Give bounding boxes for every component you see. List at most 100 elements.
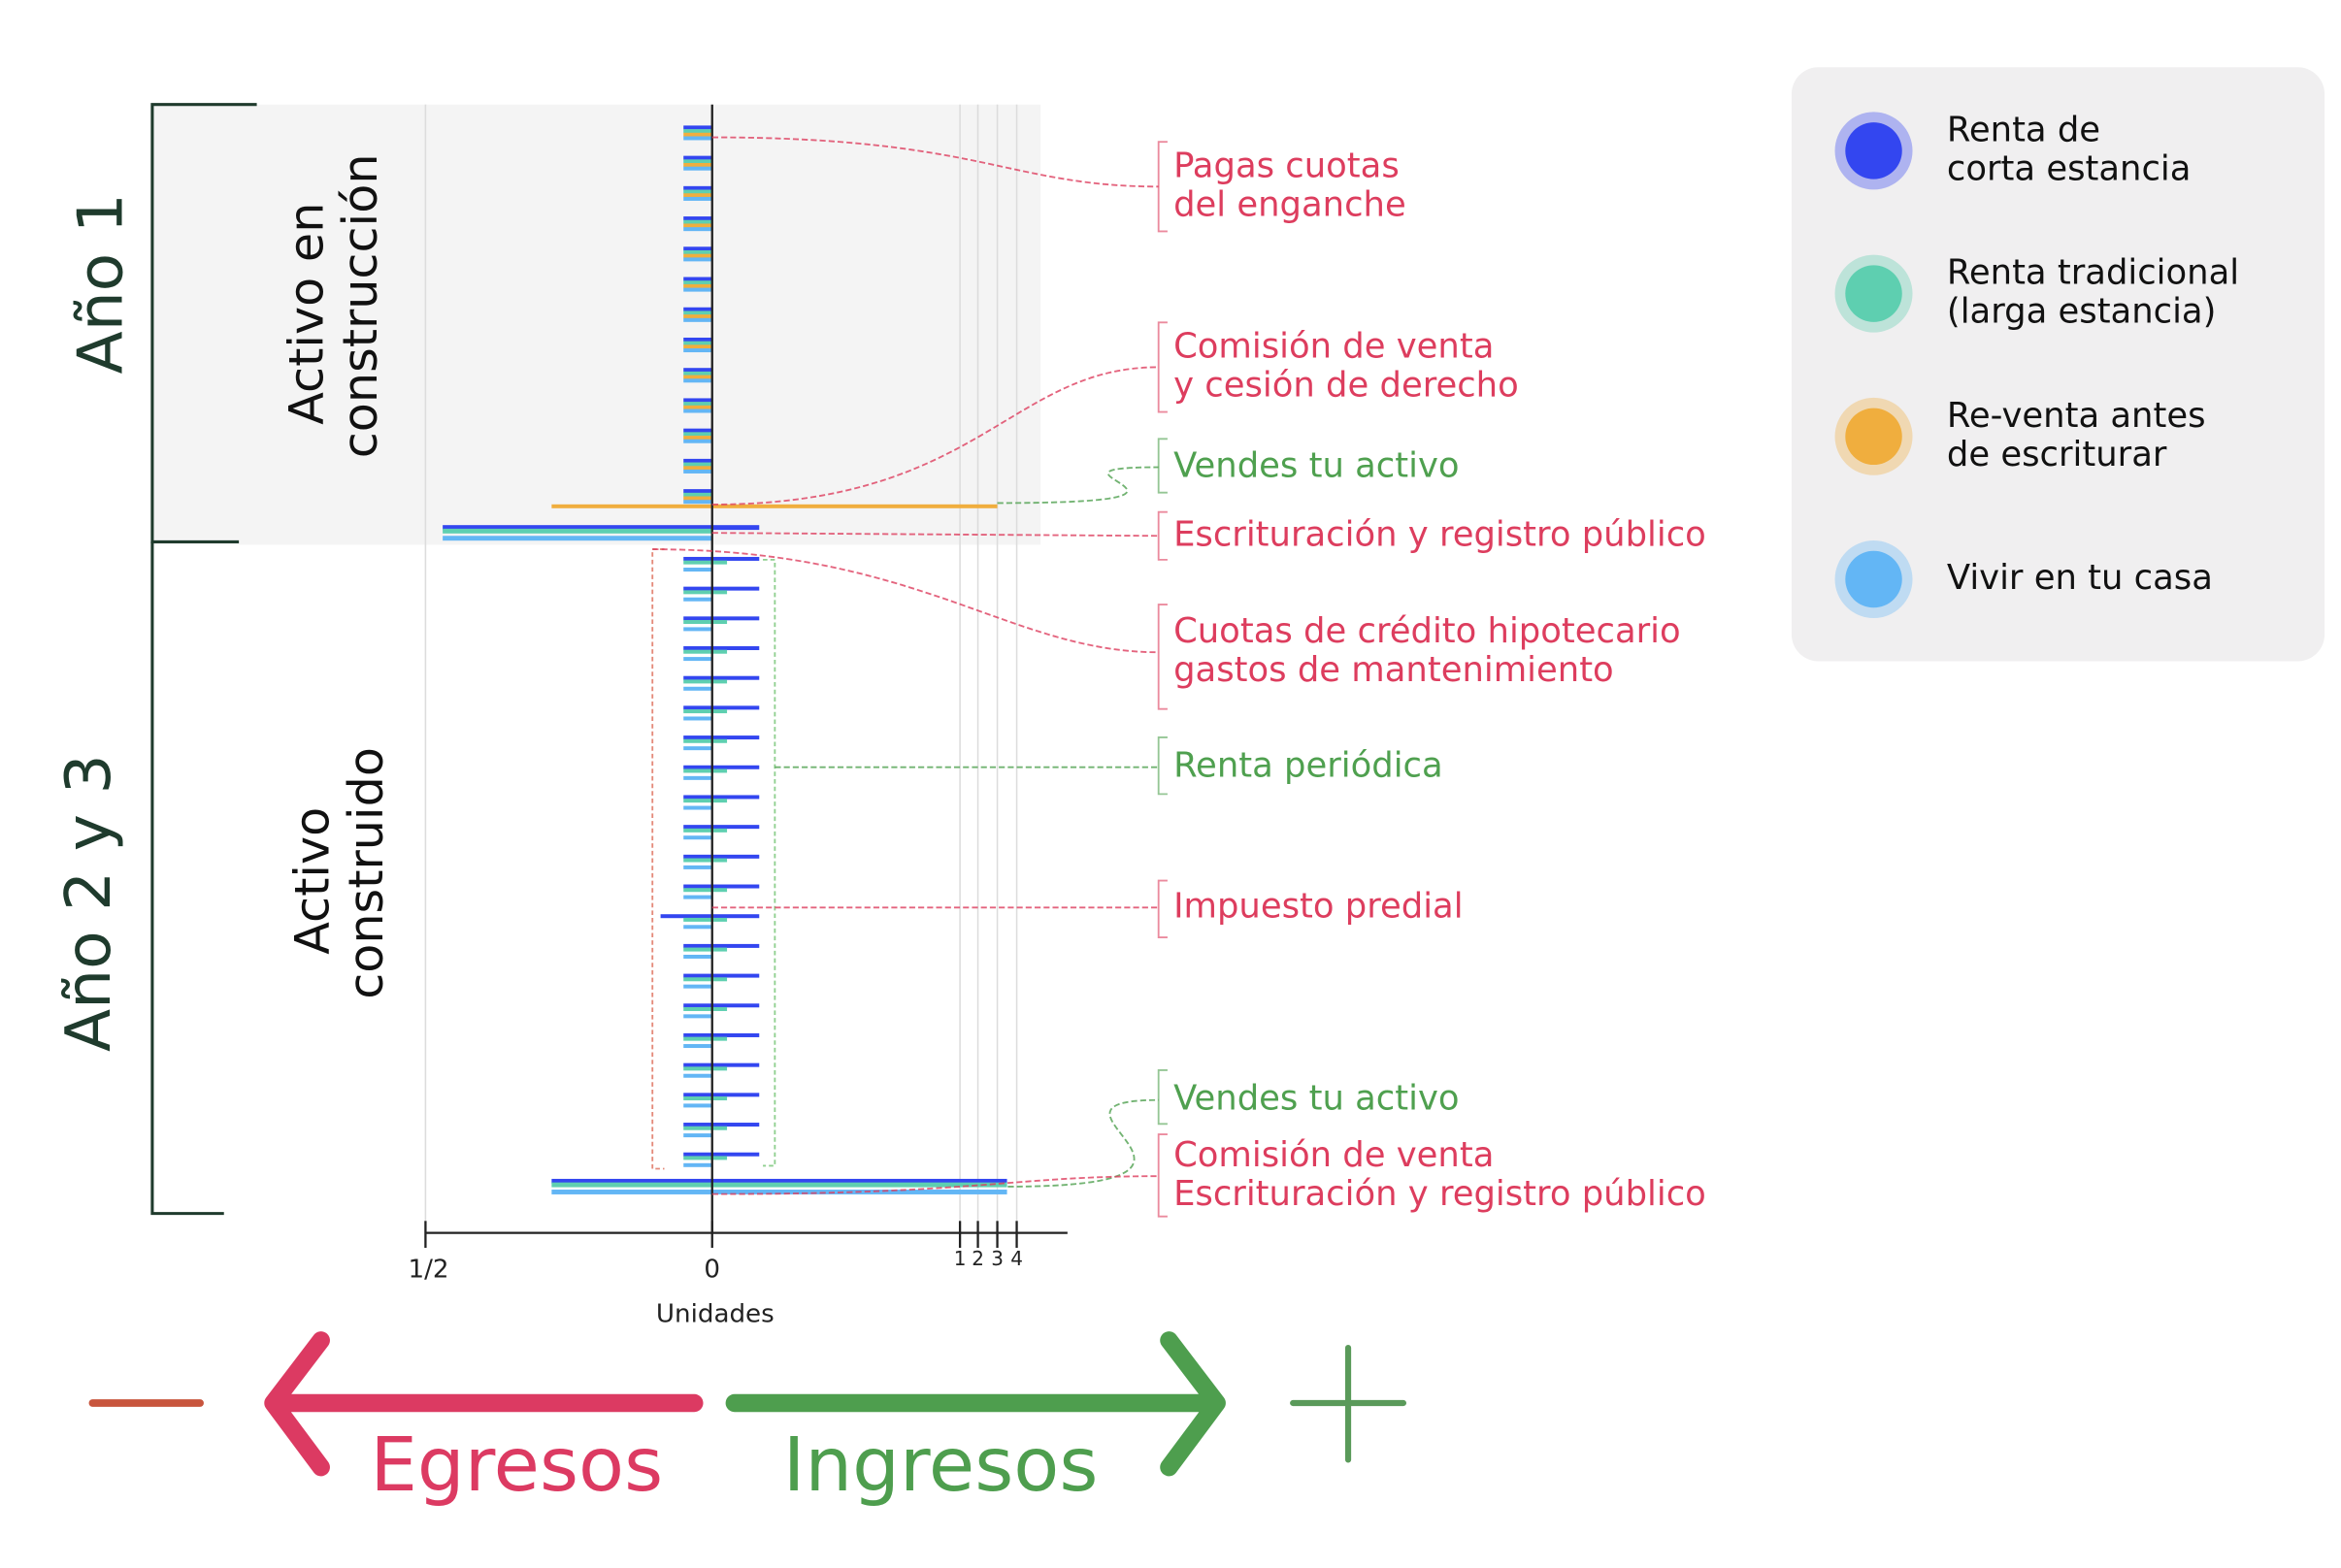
bar [683, 163, 712, 168]
bar [683, 223, 712, 228]
x-tick-label: 1/2 [408, 1256, 448, 1285]
bar [711, 1156, 728, 1160]
bar [683, 189, 712, 194]
bar [683, 620, 712, 625]
annotation-text: Escrituración y registro público [1173, 1174, 1706, 1214]
phase-label: Activo construido [283, 747, 393, 999]
callout-bracket [1157, 510, 1168, 561]
bar [683, 136, 712, 141]
bar [683, 947, 712, 952]
callout-bracket [1157, 1133, 1168, 1218]
bar [711, 795, 760, 800]
bar [683, 888, 712, 893]
bar [711, 1032, 760, 1037]
bar [711, 799, 728, 803]
bar [711, 1178, 1007, 1184]
callout-line [711, 532, 1159, 538]
bar [711, 705, 760, 710]
bar [683, 496, 712, 501]
bar [683, 129, 712, 134]
bar [683, 398, 712, 403]
bar [683, 627, 712, 632]
bar [683, 1003, 712, 1008]
bar [683, 469, 712, 474]
legend-label: de escriturar [1947, 435, 2167, 474]
bar [683, 646, 712, 651]
bar [683, 368, 712, 373]
bar [683, 341, 712, 345]
annotation-text: Escrituración y registro público [1173, 514, 1706, 554]
bar [711, 858, 728, 863]
callout-line [652, 548, 1159, 654]
bar [683, 716, 712, 721]
bar [683, 884, 712, 889]
x-tick-label: 0 [704, 1256, 720, 1285]
bar [711, 828, 728, 833]
bar [683, 1096, 712, 1101]
bar [683, 439, 712, 443]
bar [683, 560, 712, 565]
bar [711, 1036, 728, 1041]
callout-bracket [1157, 736, 1168, 796]
bar [551, 1178, 712, 1184]
callout-bracket [1157, 438, 1168, 494]
x-tick-label: 2 [972, 1247, 984, 1270]
bar [683, 1066, 712, 1071]
bar [711, 590, 728, 595]
bar [711, 1093, 760, 1097]
bar [711, 525, 760, 531]
bar [683, 1062, 712, 1067]
bar [683, 257, 712, 262]
bar [683, 1032, 712, 1037]
plot: 1/2 0 1 2 3 4 [408, 104, 1023, 1285]
bar [683, 280, 712, 285]
bar [711, 1123, 760, 1127]
bar [683, 1093, 712, 1097]
callout-bracket [1157, 141, 1168, 233]
bar [683, 1036, 712, 1041]
callout-line [711, 136, 1159, 188]
bar [683, 193, 712, 198]
bar [683, 954, 712, 959]
bar [683, 984, 712, 989]
x-axis-title: Unidades [656, 1300, 775, 1329]
bar [683, 775, 712, 780]
bar [711, 1152, 760, 1157]
bar [683, 219, 712, 224]
legend-swatch [1845, 408, 1902, 466]
legend-swatch [1845, 122, 1902, 180]
legend-label: Vivir en tu casa [1947, 558, 2213, 598]
bar [711, 675, 760, 680]
bar [683, 287, 712, 292]
bar [683, 344, 712, 349]
bar [683, 375, 712, 379]
callout-line [711, 366, 1159, 506]
bar [711, 1003, 760, 1008]
bar [683, 1133, 712, 1138]
section-label: Año 1 [64, 193, 137, 374]
bar [683, 216, 712, 221]
flow-arrows [88, 1331, 1407, 1477]
bar [683, 277, 712, 281]
bar [711, 765, 760, 769]
bar [711, 914, 760, 919]
bar [683, 735, 712, 740]
bar [683, 917, 712, 922]
bar [683, 348, 712, 353]
bar [683, 246, 712, 251]
bar [683, 597, 712, 602]
bar [711, 884, 760, 889]
bar [711, 649, 728, 654]
bar [683, 705, 712, 710]
bar [711, 1096, 728, 1101]
bar [711, 709, 728, 714]
bar [683, 556, 712, 561]
annotation-text: y cesión de derecho [1173, 365, 1519, 405]
bar [683, 943, 712, 948]
bar [683, 1014, 712, 1019]
bar [711, 620, 728, 625]
bar [683, 436, 712, 441]
bar [683, 310, 712, 315]
